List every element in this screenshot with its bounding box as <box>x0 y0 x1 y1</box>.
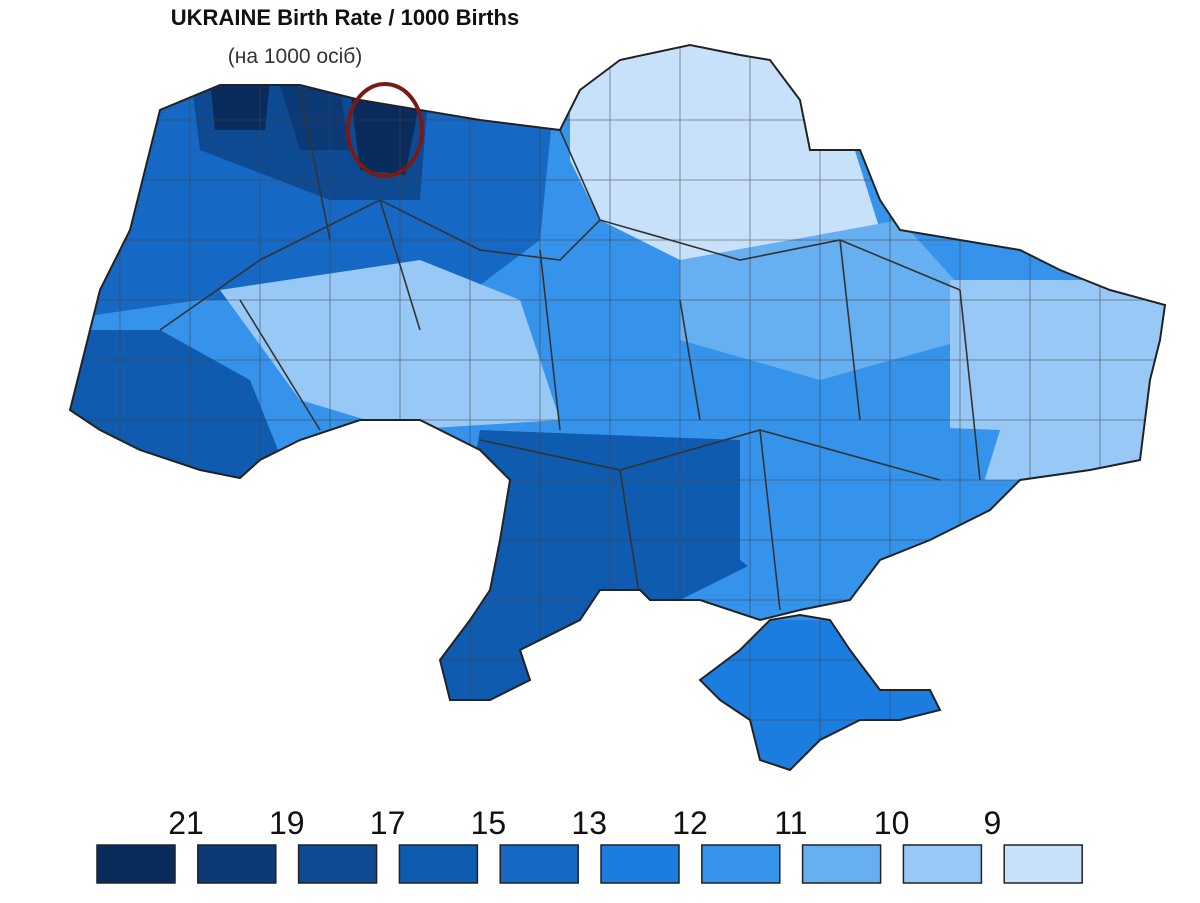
legend-swatch <box>701 844 781 884</box>
legend-label: 21 <box>168 805 204 841</box>
legend-label: 19 <box>269 805 305 841</box>
legend-swatch <box>801 844 882 884</box>
legend-swatch <box>297 844 378 884</box>
legend-swatch <box>1003 844 1083 884</box>
legend-swatch <box>902 844 983 884</box>
legend-label: 9 <box>984 805 1002 841</box>
legend-label: 13 <box>571 805 607 841</box>
legend-swatch <box>499 844 579 884</box>
legend-label: 17 <box>370 805 406 841</box>
legend-label: 15 <box>471 805 507 841</box>
map-regions <box>70 45 1165 770</box>
legend-swatch <box>600 844 680 884</box>
legend: 21 19 17 15 13 12 11 10 9 <box>96 805 1083 884</box>
legend-label: 11 <box>774 805 807 841</box>
map-title: UKRAINE Birth Rate / 1000 Births <box>171 5 519 30</box>
legend-swatch <box>96 844 176 884</box>
legend-swatch <box>197 844 277 884</box>
highlight-circle <box>346 82 424 178</box>
map-subtitle: (на 1000 осіб) <box>228 45 363 68</box>
oblast-borders <box>159 89 981 611</box>
legend-swatch <box>398 844 479 884</box>
legend-label: 10 <box>874 805 910 841</box>
legend-label: 12 <box>672 805 708 841</box>
